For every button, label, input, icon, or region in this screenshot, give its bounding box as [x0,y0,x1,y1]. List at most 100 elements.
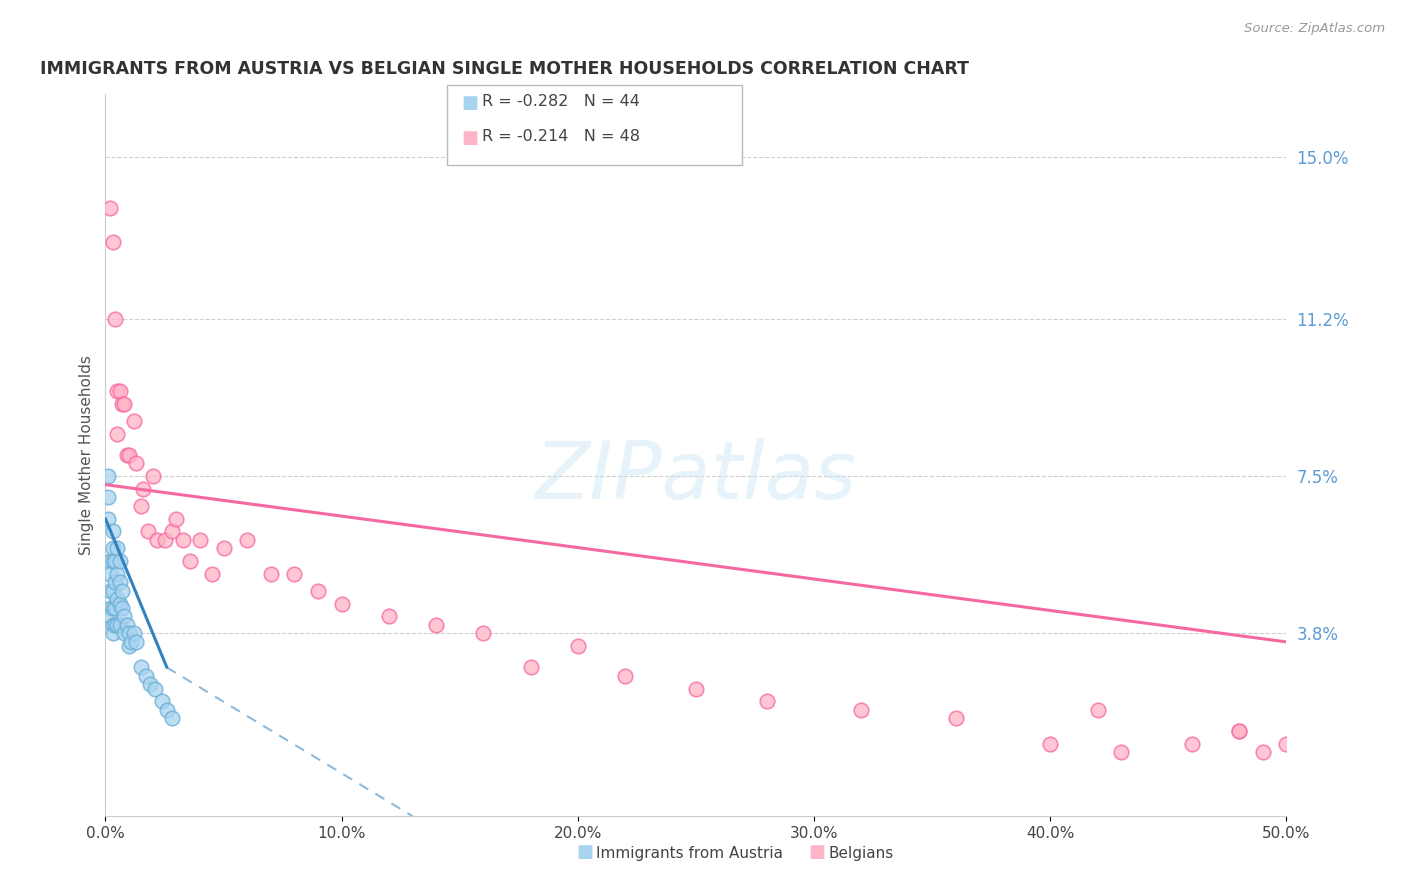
Point [1181,737,1204,751]
Point [108,575,131,590]
Point [101,583,124,598]
Point [101,524,124,539]
Text: IMMIGRANTS FROM AUSTRIA VS BELGIAN SINGLE MOTHER HOUSEHOLDS CORRELATION CHART: IMMIGRANTS FROM AUSTRIA VS BELGIAN SINGL… [41,61,970,78]
Point [118,448,141,462]
Point [129,660,152,674]
Point [142,469,165,483]
Point [378,609,401,624]
Point [146,533,169,547]
Point [108,618,131,632]
Point [283,566,305,581]
Point [172,533,194,547]
Point [98,202,121,216]
Point [201,566,224,581]
Point [160,711,183,725]
Point [567,639,589,653]
Point [212,541,235,556]
Point [98,554,121,568]
Point [105,592,128,607]
Point [108,597,131,611]
Point [112,609,135,624]
Point [125,635,148,649]
Text: Immigrants from Austria: Immigrants from Austria [596,846,783,861]
Point [108,554,131,568]
Point [1251,746,1274,760]
Point [150,694,173,708]
Point [1039,737,1062,751]
Point [945,711,967,725]
Point [614,669,637,683]
Point [122,414,145,428]
Point [330,597,353,611]
Point [472,626,495,640]
Point [104,601,127,615]
Point [101,601,124,615]
Point [118,639,141,653]
Point [104,575,127,590]
Text: ■: ■ [461,129,478,147]
Point [97,491,120,505]
Point [105,384,128,399]
Text: ■: ■ [808,843,825,861]
Point [105,566,128,581]
Text: Source: ZipAtlas.com: Source: ZipAtlas.com [1244,22,1385,36]
Point [111,583,134,598]
Text: ■: ■ [576,843,593,861]
Point [112,397,135,411]
Point [179,554,201,568]
Point [97,511,120,525]
Point [236,533,259,547]
Point [101,541,124,556]
Point [1227,724,1250,739]
Point [115,448,138,462]
Point [851,703,873,717]
Point [97,469,120,483]
Point [156,703,179,717]
Point [188,533,211,547]
Point [1087,703,1109,717]
Point [118,626,141,640]
Point [125,457,148,471]
Point [132,482,155,496]
Text: R = -0.282   N = 44: R = -0.282 N = 44 [482,94,640,109]
Point [98,601,121,615]
Point [104,618,127,632]
Text: ZIPatlas: ZIPatlas [534,438,858,516]
Text: Belgians: Belgians [828,846,893,861]
Point [165,511,187,525]
Point [129,499,152,513]
Point [136,524,159,539]
Text: R = -0.214   N = 48: R = -0.214 N = 48 [482,129,640,145]
Point [104,312,127,326]
Point [105,426,128,441]
Point [160,524,183,539]
Point [1109,746,1132,760]
Y-axis label: Single Mother Households: Single Mother Households [79,355,94,555]
Point [111,397,134,411]
Point [111,601,134,615]
Point [104,554,127,568]
Point [101,626,124,640]
Point [685,681,707,696]
Point [108,384,131,399]
Point [101,235,124,250]
Point [98,566,121,581]
Point [105,541,128,556]
Point [1275,737,1298,751]
Point [101,554,124,568]
Point [153,533,176,547]
Point [115,618,138,632]
Point [139,677,162,691]
Point [120,635,142,649]
Point [260,566,283,581]
Point [307,583,329,598]
Point [1227,724,1250,739]
Point [112,626,135,640]
Point [122,626,145,640]
Point [98,609,121,624]
Point [135,669,157,683]
Point [143,681,166,696]
Point [425,618,447,632]
Point [98,583,121,598]
Point [105,618,128,632]
